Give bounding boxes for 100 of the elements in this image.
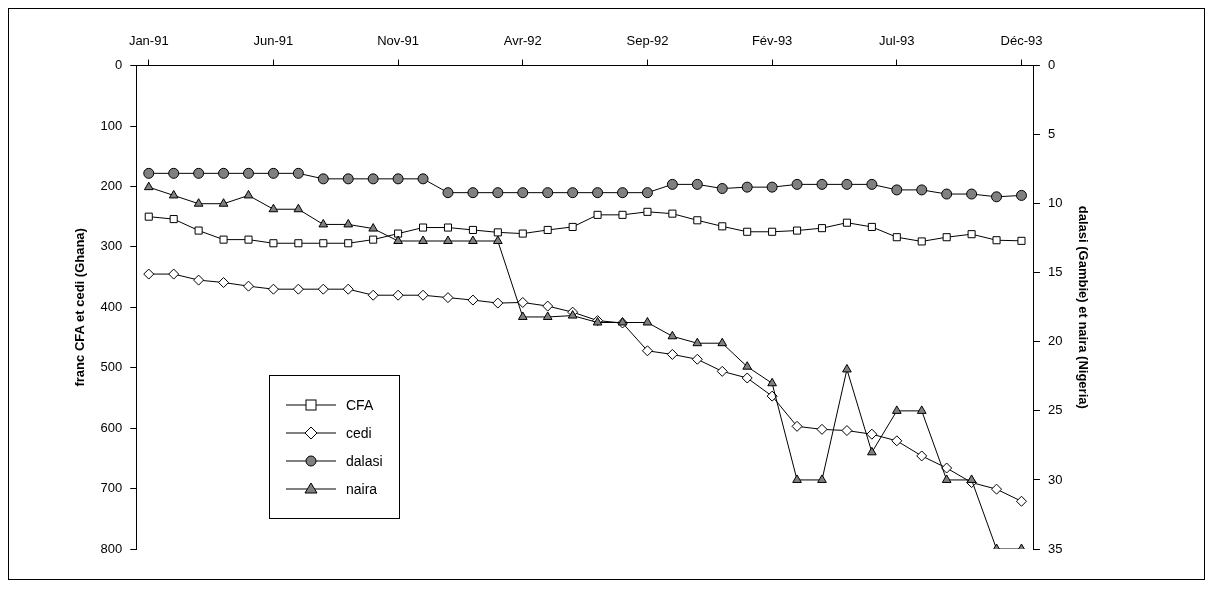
point (193, 167, 205, 179)
point (218, 198, 229, 207)
point (966, 474, 977, 483)
point (967, 230, 976, 239)
point (243, 189, 254, 199)
point (443, 235, 453, 245)
point (916, 184, 928, 196)
y-tick-label: 100 (100, 117, 123, 133)
point (492, 187, 504, 199)
point (793, 226, 802, 235)
point (792, 474, 802, 483)
point (718, 222, 727, 231)
point (991, 483, 1003, 495)
point (742, 361, 753, 370)
y-tick-label: 200 (100, 178, 123, 194)
point (168, 268, 180, 280)
point (567, 187, 579, 199)
y-tick-label: 800 (100, 540, 123, 556)
legend-label: dalasi (346, 453, 383, 469)
point (493, 235, 503, 245)
point (394, 229, 403, 238)
point (344, 239, 353, 248)
y2-tick-label: 20 (1047, 333, 1063, 349)
x-tick-label: Sep-92 (626, 33, 669, 49)
point (691, 353, 703, 365)
point (243, 280, 254, 292)
legend-label: CFA (346, 397, 374, 413)
point (817, 474, 827, 483)
point (842, 218, 851, 227)
x-tick-label: Fév-93 (751, 33, 793, 49)
y-tick-label: 300 (100, 238, 123, 254)
point (916, 405, 927, 414)
point (841, 178, 853, 190)
point (716, 365, 728, 377)
point (168, 167, 180, 179)
point (891, 435, 903, 447)
point (418, 235, 428, 245)
point (143, 167, 155, 179)
point (243, 167, 254, 179)
point (691, 178, 703, 190)
point (941, 462, 953, 474)
point (917, 237, 926, 246)
point (717, 337, 728, 347)
point (368, 223, 378, 232)
point (517, 296, 529, 308)
point (741, 181, 753, 193)
point (393, 235, 403, 245)
point (517, 187, 529, 199)
y-axis-title: franc CFA et cedi (Ghana) (72, 228, 88, 387)
y2-axis-title: dalasi (Gambie) et naira (Nigeria) (1075, 205, 1091, 409)
point (292, 283, 304, 295)
point (144, 212, 153, 221)
point (417, 289, 429, 301)
point (567, 310, 578, 319)
point (992, 236, 1001, 245)
point (369, 235, 378, 244)
point (1015, 495, 1027, 507)
y2-tick-label: 0 (1047, 57, 1056, 73)
y-tick-label: 600 (100, 419, 123, 435)
point (991, 191, 1003, 203)
x-tick-label: Jun-91 (253, 33, 294, 49)
point (267, 283, 279, 295)
point (941, 188, 953, 200)
point (467, 187, 479, 199)
point (816, 178, 828, 190)
point (542, 300, 554, 312)
point (942, 233, 951, 242)
x-tick-label: Jul-93 (879, 33, 915, 49)
point (169, 215, 178, 224)
point (518, 229, 527, 238)
point (468, 225, 477, 234)
y2-tick-label: 35 (1047, 540, 1063, 556)
point (867, 222, 876, 231)
point (641, 345, 653, 357)
point (343, 218, 354, 228)
point (293, 203, 304, 213)
point (667, 330, 678, 340)
point (417, 173, 429, 185)
point (866, 178, 878, 190)
point (791, 178, 803, 190)
y2-tick-label: 30 (1047, 471, 1063, 487)
point (143, 181, 154, 191)
point (743, 227, 752, 236)
legend-label: naira (346, 481, 378, 497)
point (642, 316, 653, 326)
legend-label: cedi (346, 425, 372, 441)
point (842, 363, 852, 373)
point (492, 297, 504, 309)
point (716, 183, 728, 195)
point (193, 198, 204, 207)
point (244, 235, 253, 244)
x-tick-label: Avr-92 (503, 33, 542, 49)
y2-tick-label: 10 (1047, 195, 1063, 211)
point (342, 173, 354, 185)
point (168, 189, 179, 199)
point (767, 377, 777, 387)
point (218, 277, 230, 289)
point (367, 289, 379, 301)
point (267, 167, 279, 179)
point (294, 239, 303, 248)
